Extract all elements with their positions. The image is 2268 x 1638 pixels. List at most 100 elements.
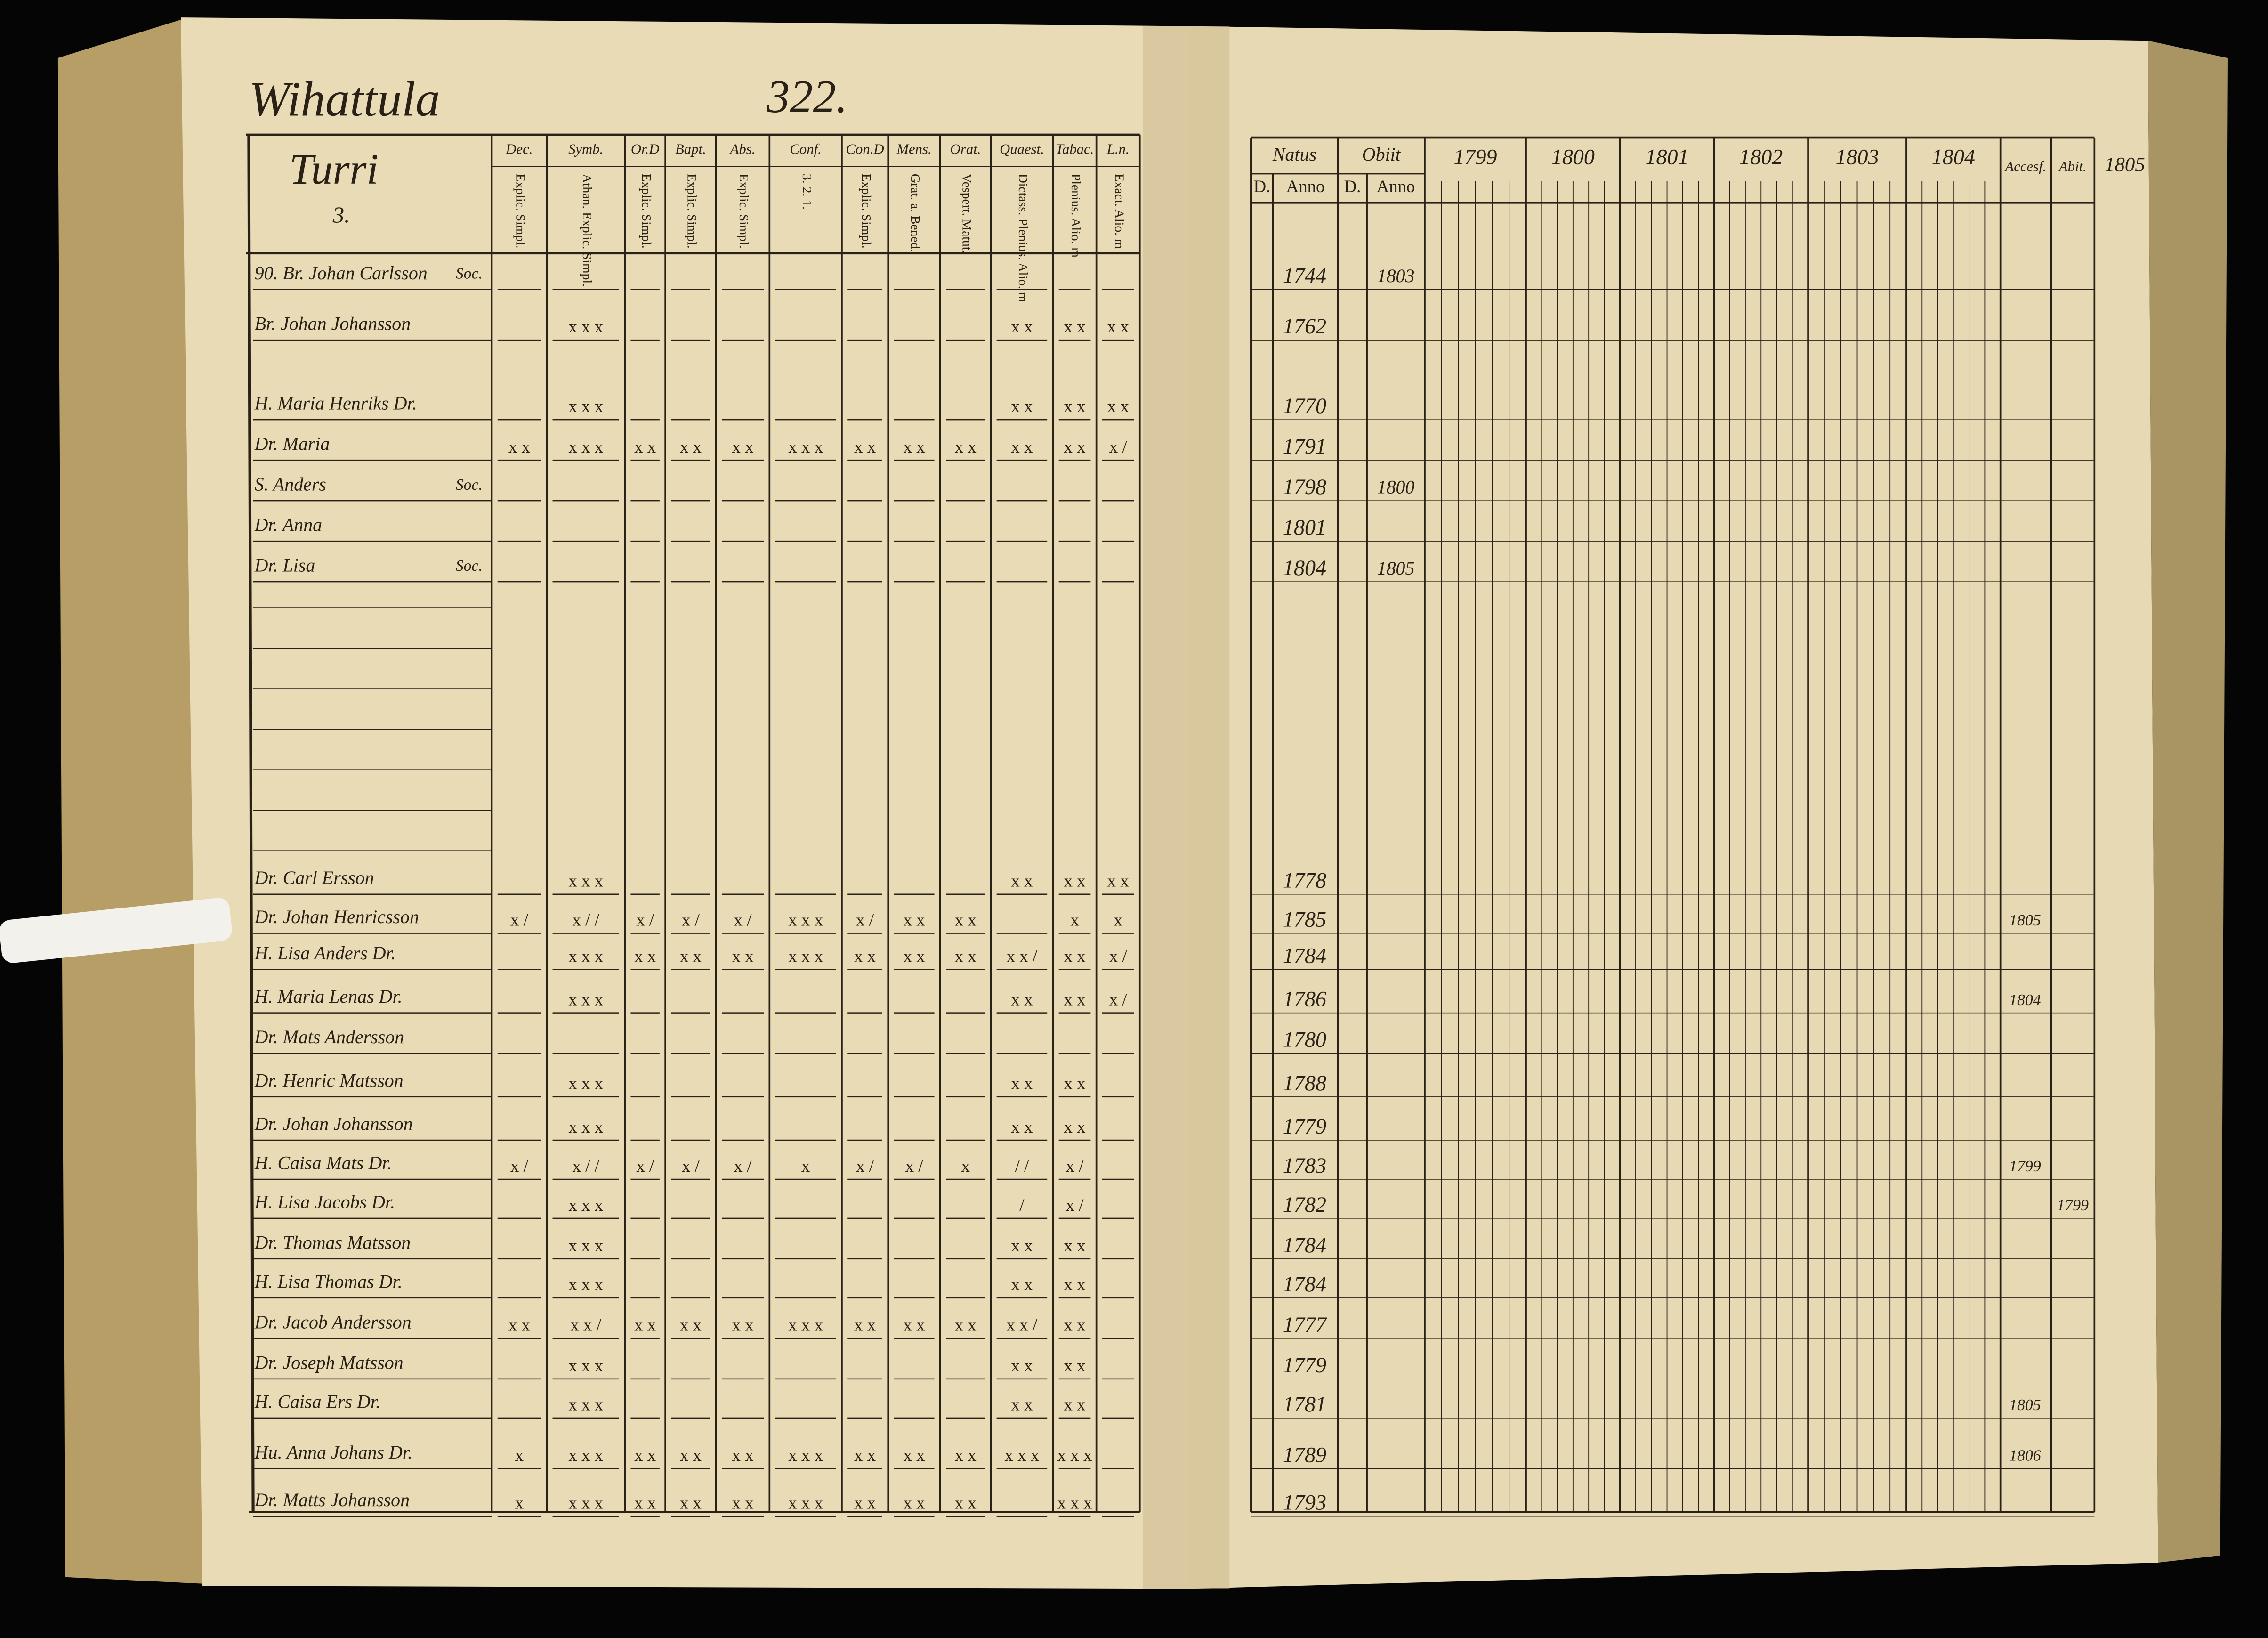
attendance-mark: x x bbox=[854, 1315, 876, 1335]
attendance-mark: x x bbox=[634, 946, 656, 965]
attendance-mark: x x bbox=[1064, 437, 1086, 456]
attendance-mark: x x x bbox=[788, 946, 823, 965]
person-name: H. Lisa Anders Dr. bbox=[254, 942, 396, 964]
attendance-mark: x / / bbox=[573, 910, 600, 930]
birth-year: 1793 bbox=[1283, 1491, 1326, 1515]
attendance-mark: x x bbox=[680, 1493, 702, 1513]
group-header: Natus bbox=[1272, 144, 1316, 165]
attendance-mark: x bbox=[1070, 910, 1079, 930]
column-subheader: 3. 2. 1. bbox=[800, 174, 815, 210]
attendance-mark: x / bbox=[510, 1156, 529, 1176]
attendance-mark: x x bbox=[634, 1315, 656, 1335]
birth-year: 1779 bbox=[1283, 1353, 1326, 1377]
attendance-mark: x x bbox=[732, 437, 753, 456]
attendance-mark: x x x bbox=[568, 1236, 603, 1255]
attendance-mark: x x bbox=[904, 1315, 925, 1335]
register-content: Wihattula 322. Turri 3. 1805 Dec. Explic.… bbox=[246, 71, 2145, 1517]
column-header: Abs. bbox=[729, 141, 756, 157]
attendance-mark: x x bbox=[955, 1315, 977, 1335]
attendance-mark: x bbox=[515, 1493, 524, 1513]
attendance-mark: x x bbox=[1011, 1074, 1033, 1093]
attendance-mark: x x x bbox=[568, 1493, 603, 1513]
attendance-mark: x x bbox=[1064, 1395, 1086, 1414]
person-name: Br. Johan Johansson bbox=[255, 313, 411, 334]
person-name: H. Lisa Thomas Dr. bbox=[254, 1271, 403, 1292]
column-subheader: Athan. Explic. Simpl. bbox=[580, 174, 595, 287]
right-page bbox=[1189, 26, 2158, 1589]
column-header: Conf. bbox=[790, 141, 821, 157]
person-name: Dr. Matts Johansson bbox=[254, 1489, 410, 1510]
rule bbox=[247, 134, 255, 1512]
attendance-mark: x x bbox=[1064, 990, 1086, 1009]
attendance-mark: x / bbox=[1109, 946, 1128, 965]
attendance-mark: x x bbox=[955, 437, 977, 456]
birth-year: 1785 bbox=[1283, 908, 1326, 932]
attendance-mark: x x x bbox=[568, 1395, 603, 1414]
year-header: 1802 bbox=[1739, 145, 1783, 169]
attendance-mark: x x bbox=[854, 946, 876, 965]
year-header: 1803 bbox=[1835, 145, 1879, 169]
attendance-mark: x / bbox=[1109, 990, 1128, 1009]
sub-header: Anno bbox=[1377, 177, 1415, 196]
page-edges bbox=[57, 17, 217, 1585]
attendance-mark: x bbox=[1114, 910, 1122, 930]
birth-year: 1770 bbox=[1283, 394, 1326, 418]
birth-year: 1784 bbox=[1283, 1233, 1326, 1257]
attendance-mark: x x x bbox=[788, 437, 823, 456]
attendance-mark: x x bbox=[508, 437, 530, 456]
column-subheader: Plenius. Alio. m bbox=[1069, 174, 1083, 258]
attendance-mark: x x x bbox=[568, 1117, 603, 1136]
column-header: Bapt. bbox=[675, 141, 706, 157]
column-header: Mens. bbox=[896, 141, 931, 157]
village-label: Turri bbox=[289, 145, 379, 193]
person-name: Dr. Maria bbox=[254, 433, 330, 454]
parish-title: Wihattula bbox=[249, 72, 440, 126]
attendance-mark: x x / bbox=[570, 1315, 601, 1335]
attendance-mark: x / bbox=[682, 1156, 700, 1176]
attendance-mark: x x bbox=[1011, 437, 1033, 456]
accession-year: 1805 bbox=[2009, 1396, 2041, 1414]
attendance-mark: x / bbox=[905, 1156, 924, 1176]
person-name: H. Caisa Mats Dr. bbox=[254, 1152, 392, 1173]
column-subheader: Explic. Simpl. bbox=[737, 174, 751, 249]
attendance-mark: x x x bbox=[568, 437, 603, 456]
birth-year: 1778 bbox=[1283, 868, 1326, 892]
attendance-mark: x x bbox=[1107, 397, 1129, 416]
attendance-mark: x x bbox=[1064, 946, 1086, 965]
person-name: H. Maria Lenas Dr. bbox=[254, 986, 403, 1007]
attendance-mark: x x bbox=[904, 1445, 925, 1465]
attendance-mark: x x bbox=[508, 1315, 530, 1335]
attendance-mark: x x bbox=[1064, 1074, 1086, 1093]
attendance-mark: x x bbox=[1064, 397, 1086, 416]
extra-header: Accesf. bbox=[2004, 159, 2047, 175]
attendance-mark: x x bbox=[732, 1445, 753, 1465]
person-name: Dr. Henric Matsson bbox=[254, 1070, 404, 1091]
attendance-mark: x / bbox=[510, 910, 529, 930]
attendance-mark: x x bbox=[904, 437, 925, 456]
birth-year: 1801 bbox=[1283, 515, 1326, 539]
person-name: Dr. Mats Andersson bbox=[254, 1026, 404, 1047]
attendance-mark: x x bbox=[1064, 1236, 1086, 1255]
attendance-mark: x x bbox=[904, 946, 925, 965]
attendance-mark: x x bbox=[1107, 871, 1129, 891]
person-name: Dr. Joseph Matsson bbox=[254, 1352, 404, 1373]
attendance-mark: / / bbox=[1015, 1156, 1029, 1176]
person-name: H. Lisa Jacobs Dr. bbox=[254, 1191, 395, 1212]
attendance-mark: x / / bbox=[573, 1156, 600, 1176]
accession-year: 1805 bbox=[2009, 912, 2041, 929]
attendance-mark: x / bbox=[734, 1156, 752, 1176]
sub-header: Anno bbox=[1286, 177, 1325, 196]
person-name: Dr. Johan Johansson bbox=[254, 1113, 413, 1134]
year-header: 1801 bbox=[1645, 145, 1688, 169]
person-name: Dr. Carl Ersson bbox=[254, 867, 374, 888]
extra-header: Abit. bbox=[2058, 159, 2087, 175]
year-header: 1800 bbox=[1551, 145, 1595, 169]
attendance-mark: x x x bbox=[788, 1315, 823, 1335]
birth-year: 1779 bbox=[1283, 1114, 1326, 1138]
attendance-mark: x x bbox=[1011, 990, 1033, 1009]
attendance-mark: x x x bbox=[1057, 1493, 1092, 1513]
attendance-mark: x x bbox=[1011, 317, 1033, 336]
attendance-mark: x x bbox=[732, 946, 753, 965]
